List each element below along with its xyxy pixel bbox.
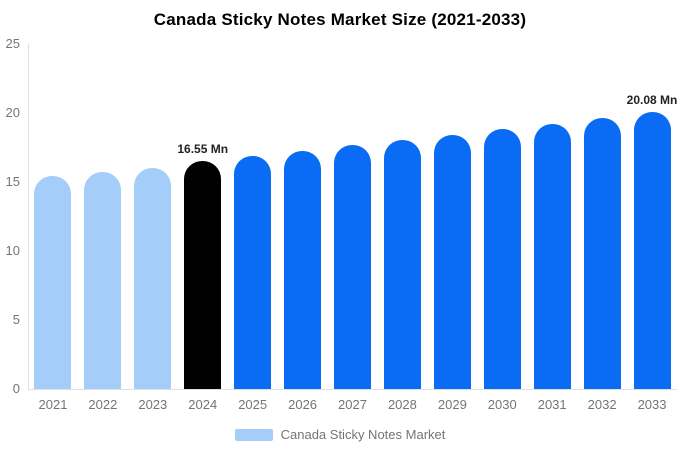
x-axis-label-2028: 2028 — [387, 397, 417, 412]
y-axis-tick-label: 5 — [12, 312, 20, 327]
bar-2029[interactable] — [433, 134, 471, 389]
legend-label: Canada Sticky Notes Market — [280, 427, 446, 442]
y-axis-tick-label: 20 — [5, 105, 20, 120]
y-axis-line — [28, 44, 29, 390]
x-axis-label-2033: 2033 — [637, 397, 667, 412]
bar-2025[interactable] — [234, 155, 272, 389]
bar-2032[interactable] — [583, 117, 621, 389]
bar-value-label-2024: 16.55 Mn — [177, 141, 229, 156]
bar-2021[interactable] — [34, 176, 72, 389]
bar-2027[interactable] — [334, 145, 371, 389]
bar-2030[interactable] — [483, 129, 521, 389]
x-axis-label-2024: 2024 — [188, 397, 218, 412]
x-axis-label-2029: 2029 — [437, 397, 467, 412]
x-axis-label-2031: 2031 — [537, 397, 567, 412]
x-axis-label-2026: 2026 — [288, 397, 318, 412]
bar-2031[interactable] — [533, 123, 571, 389]
x-axis-label-2030: 2030 — [487, 397, 517, 412]
x-axis-label-2023: 2023 — [138, 397, 168, 412]
bar-2033[interactable] — [633, 111, 671, 389]
bar-value-label-2033: 20.08 Mn — [626, 92, 678, 107]
bar-2026[interactable] — [284, 150, 322, 389]
y-axis-tick-label: 10 — [5, 243, 20, 258]
bar-2022[interactable] — [84, 172, 122, 389]
y-axis-tick-label: 25 — [5, 36, 20, 51]
x-axis-line — [28, 389, 677, 390]
bar-2028[interactable] — [383, 140, 421, 389]
x-axis-label-2025: 2025 — [238, 397, 268, 412]
bar-2023[interactable] — [134, 168, 172, 389]
y-axis-tick-label: 15 — [5, 174, 20, 189]
x-axis-label-2022: 2022 — [88, 397, 118, 412]
legend-swatch — [234, 428, 273, 441]
y-axis-tick-label: 0 — [12, 381, 20, 396]
x-axis-label-2021: 2021 — [38, 397, 68, 412]
legend-item[interactable]: Canada Sticky Notes Market — [0, 427, 680, 442]
bar-2024[interactable] — [184, 160, 222, 389]
x-axis-label-2027: 2027 — [338, 397, 367, 412]
x-axis-label-2032: 2032 — [587, 397, 617, 412]
chart-title: Canada Sticky Notes Market Size (2021-20… — [153, 10, 527, 29]
